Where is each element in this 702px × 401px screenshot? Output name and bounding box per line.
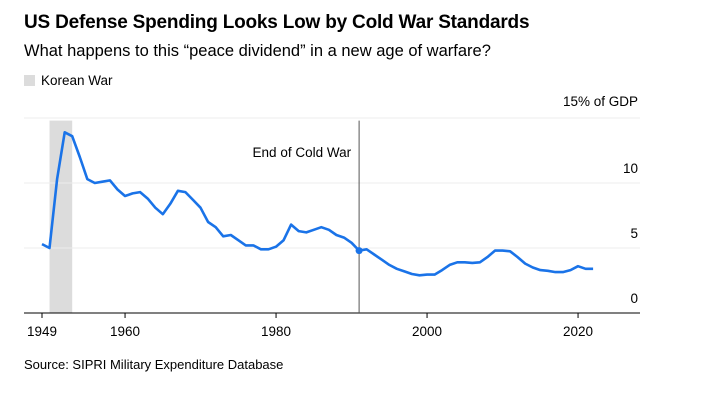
y-tick-label: 10 <box>623 161 638 176</box>
korean-war-shade <box>49 120 73 313</box>
source-note: Source: SIPRI Military Expenditure Datab… <box>24 357 284 372</box>
legend: Korean War <box>24 73 113 88</box>
chart-title: US Defense Spending Looks Low by Cold Wa… <box>24 12 530 33</box>
spending-line <box>41 131 594 277</box>
x-tick-label: 1960 <box>110 324 140 339</box>
chart-subtitle: What happens to this “peace dividend” in… <box>24 42 491 60</box>
x-tick-label: 2020 <box>563 324 593 339</box>
end-cold-war-label: End of Cold War <box>253 145 352 160</box>
x-tick-label: 1980 <box>261 324 291 339</box>
y-tick-label: 5 <box>630 226 638 241</box>
legend-swatch-korean-war <box>24 75 35 86</box>
x-tick-label: 1949 <box>27 324 57 339</box>
y-tick-label: 0 <box>630 291 638 306</box>
x-tick-label: 2000 <box>412 324 442 339</box>
data-point <box>355 247 363 255</box>
y-tick-label: 15% of GDP <box>563 94 638 109</box>
legend-label-korean-war: Korean War <box>41 73 113 88</box>
